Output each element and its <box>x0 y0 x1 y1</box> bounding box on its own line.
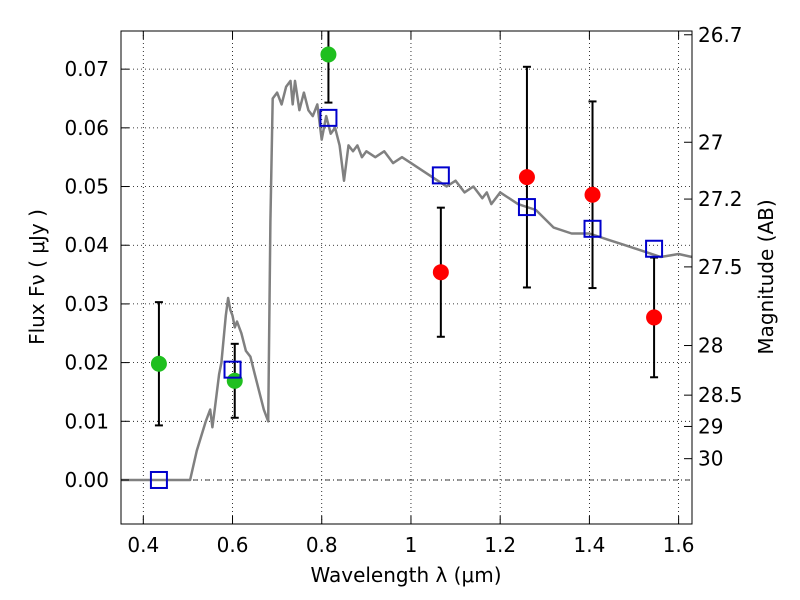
y-tick-label-3: 0.03 <box>64 292 109 316</box>
y-tick-label-6: 0.06 <box>64 116 109 140</box>
y-axis-label: Flux Fν ( μJy ) <box>25 209 49 345</box>
x-tick-label-5: 1.4 <box>573 533 605 557</box>
plot-background <box>121 31 692 524</box>
axis-ticks <box>121 31 692 524</box>
right-tick-label-6: 29 <box>698 414 723 438</box>
right-tick-labels: 26.7 27 27.2 27.5 28 28.5 29 30 <box>698 23 743 471</box>
green-point-0 <box>150 355 167 372</box>
green-point-2 <box>320 46 337 63</box>
right-tick-label-4: 28 <box>698 334 723 358</box>
model-box-5 <box>583 219 602 238</box>
right-tick-label-7: 30 <box>698 447 723 471</box>
model-box-4 <box>517 198 536 217</box>
x-axis-label: Wavelength λ (μm) <box>310 563 501 587</box>
template-spectrum-line <box>121 79 693 482</box>
model-photometry <box>149 108 664 489</box>
right-tick-label-5: 28.5 <box>698 383 743 407</box>
model-box-3 <box>431 166 450 185</box>
x-tick-labels: 0.4 0.6 0.8 1 1.2 1.4 1.6 <box>127 533 694 557</box>
red-point-3 <box>646 309 663 326</box>
y-tick-labels: 0.00 0.01 0.02 0.03 0.04 0.05 0.06 0.07 <box>64 57 109 492</box>
right-axis-label: Magnitude (AB) <box>754 199 778 354</box>
y-tick-label-1: 0.01 <box>64 409 109 433</box>
model-template <box>121 79 693 482</box>
model-box-2 <box>319 108 338 127</box>
right-tick-label-0: 26.7 <box>698 23 743 47</box>
y-tick-label-7: 0.07 <box>64 57 109 81</box>
right-tick-label-2: 27.2 <box>698 187 743 211</box>
right-tick-label-3: 27.5 <box>698 255 743 279</box>
y-tick-label-5: 0.05 <box>64 175 109 199</box>
model-box-0 <box>149 470 168 489</box>
x-tick-label-3: 1 <box>405 533 418 557</box>
model-box-1 <box>223 360 242 379</box>
x-tick-label-1: 0.6 <box>217 533 249 557</box>
y-tick-label-2: 0.02 <box>64 351 109 375</box>
right-tick-label-1: 27 <box>698 130 723 154</box>
x-tick-label-0: 0.4 <box>127 533 159 557</box>
x-tick-label-6: 1.6 <box>663 533 695 557</box>
red-point-0 <box>432 264 449 281</box>
model-box-6 <box>645 239 664 258</box>
x-tick-label-4: 1.2 <box>484 533 516 557</box>
y-tick-label-0: 0.00 <box>64 468 109 492</box>
red-point-2 <box>584 186 601 203</box>
plot-frame <box>120 30 693 525</box>
x-tick-label-2: 0.8 <box>306 533 338 557</box>
y-tick-label-4: 0.04 <box>64 233 109 257</box>
red-point-1 <box>518 169 535 186</box>
